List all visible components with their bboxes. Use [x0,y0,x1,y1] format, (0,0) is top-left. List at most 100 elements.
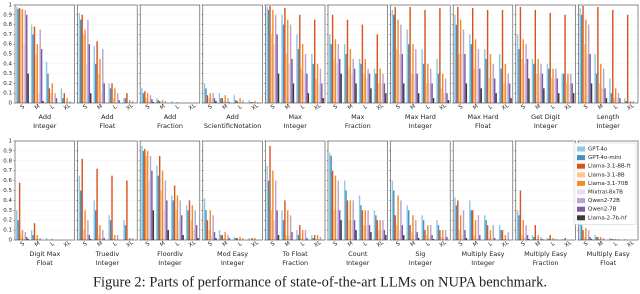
bar [312,238,314,240]
bar [370,88,372,103]
bar [21,230,24,240]
panel-task: Floordiv [157,250,183,258]
bar [203,198,206,240]
panel-task: Sig [415,250,425,258]
bar [379,220,381,240]
bar [464,54,466,103]
x-tick-label: XL [313,239,323,248]
bar [345,54,347,103]
y-tick-label: 0.4 [3,198,12,204]
bar [242,238,244,240]
bar [555,68,557,103]
bar [432,98,435,103]
bar [427,63,429,103]
bar [541,239,544,240]
bar [319,68,322,103]
y-tick-label: 0 [9,238,13,244]
bar [206,95,209,103]
bar [394,215,396,240]
bar [484,215,486,240]
bar [156,98,158,103]
bar [296,34,298,103]
bar [118,100,120,103]
bar [195,225,198,240]
bar [181,215,183,240]
bar [124,225,127,240]
bar [583,44,586,103]
panel-domain: Float [475,122,492,130]
y-tick-label: 0.6 [3,178,12,184]
bar [409,225,411,240]
bar [507,73,509,103]
panel-domain: Fraction [282,259,308,267]
bar [489,54,492,103]
bar [227,98,229,103]
x-tick-label: S [207,241,214,248]
bar [23,238,25,240]
bar [537,235,539,240]
y-tick-label: 0.4 [3,61,12,67]
bar [587,230,590,240]
bar [348,220,350,240]
x-tick-label: M [535,103,543,111]
legend-label: GPT-4o [588,147,608,153]
bar [506,83,508,103]
bar [486,9,489,103]
bar [82,34,85,103]
bar [376,220,379,240]
bar [476,238,478,240]
bar [269,5,271,103]
bar [473,235,475,240]
bar [236,101,238,103]
bar [321,83,323,103]
panel-frame [77,4,138,104]
panel-frame [390,140,451,241]
x-tick-label: S [333,104,340,111]
bar [446,237,448,240]
bar [270,34,273,103]
bar [571,83,573,103]
bar [507,232,509,240]
x-tick-label: L [613,104,620,111]
bar [562,73,565,103]
panel-task: Count [348,250,368,258]
bar [248,238,250,240]
bar [393,14,395,103]
bar [161,170,164,240]
bar [160,190,162,240]
bar [233,95,236,103]
bar [206,220,209,240]
bar [148,180,150,240]
bar [191,205,194,240]
bar [176,195,179,240]
bar [469,200,471,240]
bar [553,78,556,103]
bar [273,44,275,103]
bar [373,68,376,103]
bar [412,44,414,103]
bar [282,24,285,104]
x-tick-label: XL [564,102,574,111]
bar [277,235,280,240]
bar [548,68,550,103]
bar [368,73,371,103]
bar [413,235,416,240]
bar [383,83,386,103]
bar [166,200,168,240]
bar [558,93,560,103]
bar [287,19,289,104]
bar [391,180,394,240]
bar [330,155,332,240]
x-tick-label: L [425,241,432,248]
bar [97,73,100,103]
bar [595,73,598,103]
bar [306,238,308,240]
bar [479,235,481,240]
bar [617,93,620,103]
bar [220,98,222,103]
legend-swatch [577,198,585,204]
x-tick-label: M [34,240,42,248]
legend-label: Llama-3.1-70B [588,181,628,187]
x-tick-label: S [270,104,277,111]
